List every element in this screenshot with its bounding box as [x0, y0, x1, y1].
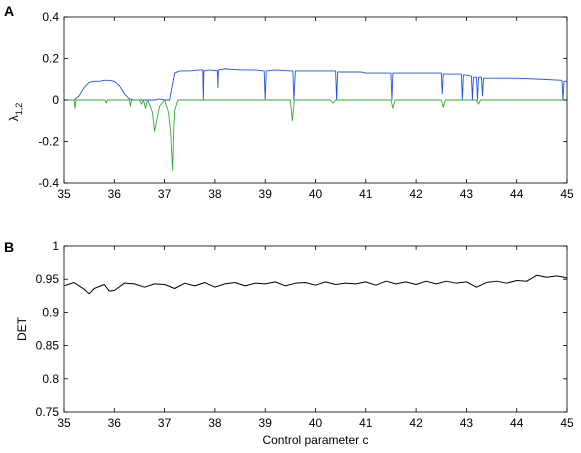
panel-a-y-ticks: -0.4 -0.2 0 0.2 0.4	[38, 10, 567, 190]
panel-b-y-tick-label: 0.8	[42, 372, 59, 386]
panel-b-x-tick-label: 35	[57, 416, 71, 430]
panel-b-y-axis-label: DET	[15, 316, 29, 341]
panel-b-y-ticks: 0.75 0.8 0.85 0.9 0.95 1	[36, 239, 567, 419]
panel-b-x-tick-label: 39	[259, 416, 273, 430]
panel-b-y-tick-label: 0.85	[36, 339, 60, 353]
panel-a-x-tick-label: 35	[57, 187, 71, 201]
panel-b-x-tick-label: 41	[359, 416, 373, 430]
panel-b-y-tick-label: 0.95	[36, 272, 60, 286]
panel-a-y-axis-label-subscript: 1,2	[14, 103, 24, 116]
panel-b-y-tick-label: 0.9	[42, 305, 59, 319]
panel-a-x-tick-label: 41	[359, 187, 373, 201]
panel-b-x-tick-label: 45	[560, 416, 574, 430]
panel-b-series	[63, 274, 568, 295]
panel-b-y-tick-label: 0.75	[36, 405, 60, 419]
panel-b-y-tick-label: 1	[52, 239, 59, 253]
panel-a-y-tick-label: -0.4	[38, 176, 59, 190]
panel-a-x-ticks: 35 36 37 38 39 40 41 42 43 44 45	[57, 17, 574, 201]
panel-letter-a: A	[4, 3, 14, 19]
panel-a-x-tick-label: 40	[309, 187, 323, 201]
panel-a-x-tick-label: 39	[259, 187, 273, 201]
panel-letter-b: B	[4, 239, 14, 255]
panel-b-x-tick-label: 43	[460, 416, 474, 430]
panel-a-y-axis-label-main: λ	[7, 115, 21, 121]
panel-a-x-tick-label: 37	[158, 187, 172, 201]
panel-a-x-tick-label: 38	[208, 187, 222, 201]
panel-a-y-tick-label: 0.4	[42, 10, 59, 24]
panel-a-x-tick-label: 45	[560, 187, 574, 201]
panel-a-y-tick-label: 0.2	[42, 52, 59, 66]
panel-a-x-tick-label: 36	[108, 187, 122, 201]
panel-a-x-tick-label: 43	[460, 187, 474, 201]
panel-a-series-line-2	[64, 99, 567, 172]
panel-a-y-axis-label: λ1,2	[7, 103, 24, 122]
panel-b-series-line-1	[63, 274, 568, 295]
panel-b-x-axis-label: Control parameter c	[262, 433, 368, 447]
panel-b-axes-frame	[63, 245, 568, 413]
panel-b-x-tick-label: 38	[208, 416, 222, 430]
panel-b-x-tick-label: 44	[510, 416, 524, 430]
panel-b-x-ticks: 35 36 37 38 39 40 41 42 43 44 45	[57, 246, 574, 430]
panel-b-x-tick-label: 40	[309, 416, 323, 430]
panel-a-x-tick-label: 44	[510, 187, 524, 201]
panel-a: A 35 36 37 38 39 40 41 42 43 44 45 -0.4 -0.2 0 0.2 0.4…	[4, 3, 574, 201]
panel-b-x-tick-label: 36	[108, 416, 122, 430]
panel-b: B 35 36 37 38 39 40 41 42 43 44 45 0.750.80.850.90…	[4, 239, 574, 447]
panel-a-y-tick-label: -0.2	[38, 135, 59, 149]
panel-a-series	[64, 68, 567, 172]
panel-b-x-tick-label: 37	[158, 416, 172, 430]
panel-b-x-tick-label: 42	[409, 416, 423, 430]
panel-a-series-line-1	[64, 68, 567, 101]
panel-a-y-tick-label: 0	[52, 93, 59, 107]
panel-a-x-tick-label: 42	[409, 187, 423, 201]
